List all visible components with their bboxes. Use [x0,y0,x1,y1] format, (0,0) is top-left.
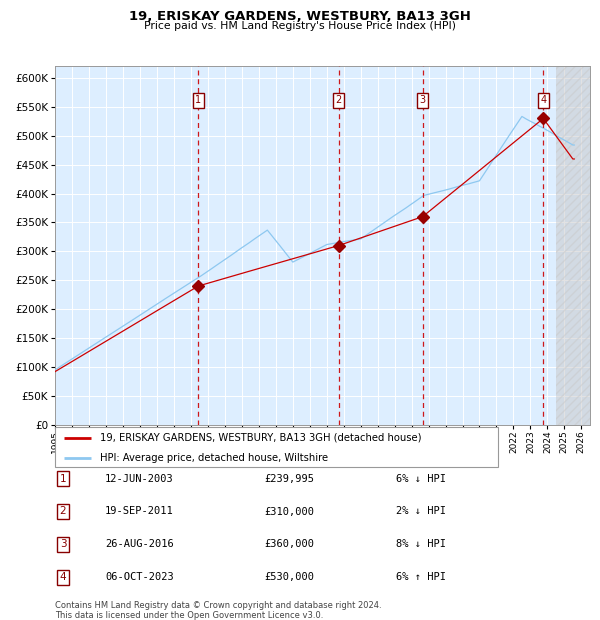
Text: £239,995: £239,995 [264,474,314,484]
Text: 3: 3 [419,95,425,105]
Text: 06-OCT-2023: 06-OCT-2023 [105,572,174,582]
Text: This data is licensed under the Open Government Licence v3.0.: This data is licensed under the Open Gov… [55,611,323,620]
Text: £310,000: £310,000 [264,507,314,516]
Text: 2: 2 [59,507,67,516]
Text: Contains HM Land Registry data © Crown copyright and database right 2024.: Contains HM Land Registry data © Crown c… [55,601,382,611]
Text: 4: 4 [540,95,547,105]
Text: HPI: Average price, detached house, Wiltshire: HPI: Average price, detached house, Wilt… [100,453,328,463]
Text: 3: 3 [59,539,67,549]
FancyBboxPatch shape [55,427,499,467]
Text: 8% ↓ HPI: 8% ↓ HPI [396,539,446,549]
Text: 1: 1 [59,474,67,484]
Text: 4: 4 [59,572,67,582]
Bar [556,66,590,425]
Text: 12-JUN-2003: 12-JUN-2003 [105,474,174,484]
Text: 19, ERISKAY GARDENS, WESTBURY, BA13 3GH: 19, ERISKAY GARDENS, WESTBURY, BA13 3GH [129,10,471,23]
Text: 6% ↑ HPI: 6% ↑ HPI [396,572,446,582]
Text: £360,000: £360,000 [264,539,314,549]
Text: 19, ERISKAY GARDENS, WESTBURY, BA13 3GH (detached house): 19, ERISKAY GARDENS, WESTBURY, BA13 3GH … [100,433,421,443]
Text: 2: 2 [335,95,342,105]
Text: 26-AUG-2016: 26-AUG-2016 [105,539,174,549]
Text: 19-SEP-2011: 19-SEP-2011 [105,507,174,516]
Text: 6% ↓ HPI: 6% ↓ HPI [396,474,446,484]
Text: £530,000: £530,000 [264,572,314,582]
Text: 2% ↓ HPI: 2% ↓ HPI [396,507,446,516]
Text: Price paid vs. HM Land Registry's House Price Index (HPI): Price paid vs. HM Land Registry's House … [144,21,456,31]
Text: 1: 1 [196,95,202,105]
